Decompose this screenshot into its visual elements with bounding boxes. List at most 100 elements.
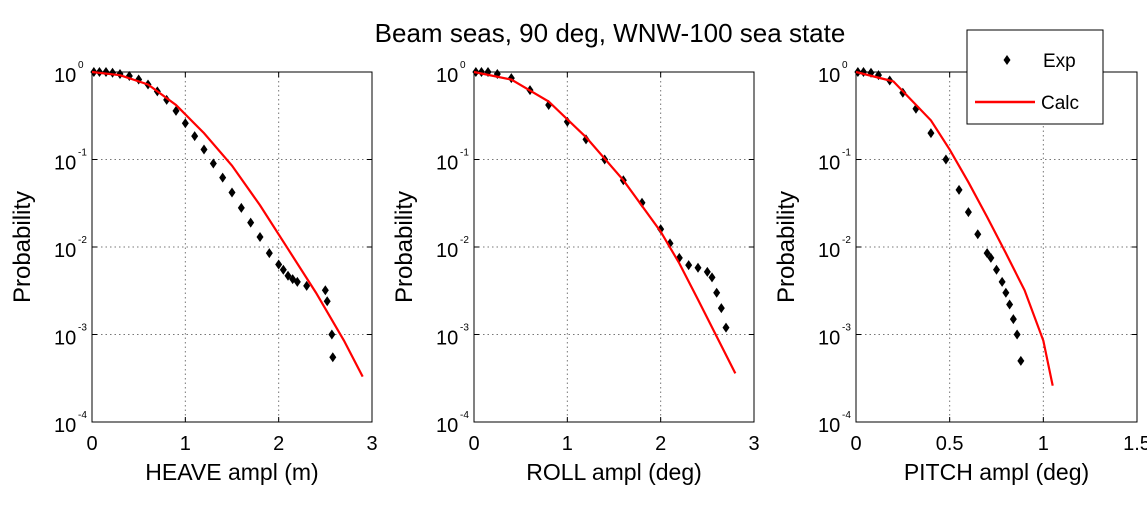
y-tick-exponent: 0 xyxy=(78,60,84,71)
exp-point xyxy=(329,352,337,363)
x-tick-label: 1.5 xyxy=(1123,433,1147,455)
y-tick-exponent: -2 xyxy=(842,235,851,246)
exp-point xyxy=(563,116,571,127)
y-tick-exponent: 0 xyxy=(460,60,466,71)
exp-point xyxy=(191,131,199,142)
calc-line xyxy=(855,70,1054,386)
y-tick-label: 10 xyxy=(818,240,840,262)
legend: Exp Calc xyxy=(966,29,1104,125)
x-tick-label: 2 xyxy=(655,433,666,455)
exp-point xyxy=(219,172,227,183)
exp-point xyxy=(722,322,730,333)
y-tick-exponent: 0 xyxy=(842,60,848,71)
exp-point xyxy=(228,187,236,198)
exp-point xyxy=(964,207,972,218)
x-tick-label: 0 xyxy=(850,433,861,455)
axes-box xyxy=(91,71,373,423)
exp-point xyxy=(717,303,725,314)
y-tick-label: 10 xyxy=(436,65,458,87)
x-tick-label: 0 xyxy=(86,433,97,455)
y-tick-label: 10 xyxy=(54,415,76,437)
calc-line xyxy=(473,70,737,374)
x-tick-label: 2 xyxy=(273,433,284,455)
exp-point xyxy=(181,118,189,129)
exp-point xyxy=(657,224,665,235)
y-tick-exponent: -3 xyxy=(842,323,851,334)
x-tick-label: 3 xyxy=(748,433,759,455)
y-tick-exponent: -3 xyxy=(460,323,469,334)
exp-point xyxy=(279,264,287,275)
exp-point xyxy=(293,276,301,287)
y-tick-exponent: -4 xyxy=(460,410,469,421)
y-tick-label: 10 xyxy=(818,65,840,87)
y-axis-label: Probability xyxy=(391,191,418,303)
y-tick-label: 10 xyxy=(54,240,76,262)
exp-point xyxy=(1013,329,1021,340)
exp-point xyxy=(713,287,721,298)
y-tick-label: 10 xyxy=(54,65,76,87)
x-tick-label: 1 xyxy=(180,433,191,455)
legend-box xyxy=(966,29,1104,125)
y-tick-exponent: -1 xyxy=(78,148,87,159)
y-tick-label: 10 xyxy=(818,328,840,350)
y-tick-label: 10 xyxy=(818,415,840,437)
exp-point xyxy=(321,285,329,296)
x-axis-label: PITCH ampl (deg) xyxy=(904,459,1089,485)
exp-point xyxy=(974,229,982,240)
exp-point xyxy=(703,266,711,277)
y-tick-label: 10 xyxy=(436,153,458,175)
y-tick-exponent: -4 xyxy=(842,410,851,421)
exp-point xyxy=(200,144,208,155)
exp-point xyxy=(247,217,255,228)
exp-point xyxy=(1017,355,1025,366)
exp-point xyxy=(1006,299,1014,310)
legend-exp-marker xyxy=(1003,55,1011,65)
x-tick-label: 1 xyxy=(1038,433,1049,455)
exp-point xyxy=(237,202,245,213)
exp-point xyxy=(209,158,217,169)
y-axis-label: Probability xyxy=(773,191,800,303)
exp-point xyxy=(284,270,292,281)
exp-point xyxy=(708,272,716,283)
x-tick-label: 3 xyxy=(366,433,377,455)
exp-point xyxy=(265,248,273,259)
exp-point xyxy=(275,259,283,270)
y-tick-exponent: -1 xyxy=(842,148,851,159)
series-exp xyxy=(472,67,730,333)
y-tick-exponent: -2 xyxy=(78,235,87,246)
exp-point xyxy=(694,262,702,273)
y-tick-exponent: -2 xyxy=(460,235,469,246)
exp-point xyxy=(1009,314,1017,325)
y-tick-label: 10 xyxy=(436,328,458,350)
exp-point xyxy=(993,264,1000,275)
y-tick-label: 10 xyxy=(436,415,458,437)
x-axis-label: ROLL ampl (deg) xyxy=(526,459,702,485)
y-tick-label: 10 xyxy=(54,153,76,175)
y-tick-label: 10 xyxy=(818,153,840,175)
legend-calc-label: Calc xyxy=(1041,93,1079,114)
exp-point xyxy=(303,280,311,291)
x-axis-label: HEAVE ampl (m) xyxy=(145,459,318,485)
y-tick-label: 10 xyxy=(436,240,458,262)
legend-exp-label: Exp xyxy=(1043,51,1076,72)
y-axis-label: Probability xyxy=(9,191,36,303)
exp-point xyxy=(256,232,264,243)
y-tick-exponent: -4 xyxy=(78,410,87,421)
exp-point xyxy=(955,184,963,195)
y-tick-label: 10 xyxy=(54,328,76,350)
x-tick-label: 1 xyxy=(562,433,573,455)
x-tick-label: 0 xyxy=(468,433,479,455)
calc-line xyxy=(91,70,364,378)
axes-box xyxy=(473,71,755,423)
exp-point xyxy=(172,105,180,116)
exp-point xyxy=(323,296,331,307)
exp-point xyxy=(983,248,991,259)
exp-point xyxy=(998,276,1006,287)
exp-point xyxy=(1002,287,1010,298)
exp-point xyxy=(685,260,693,271)
